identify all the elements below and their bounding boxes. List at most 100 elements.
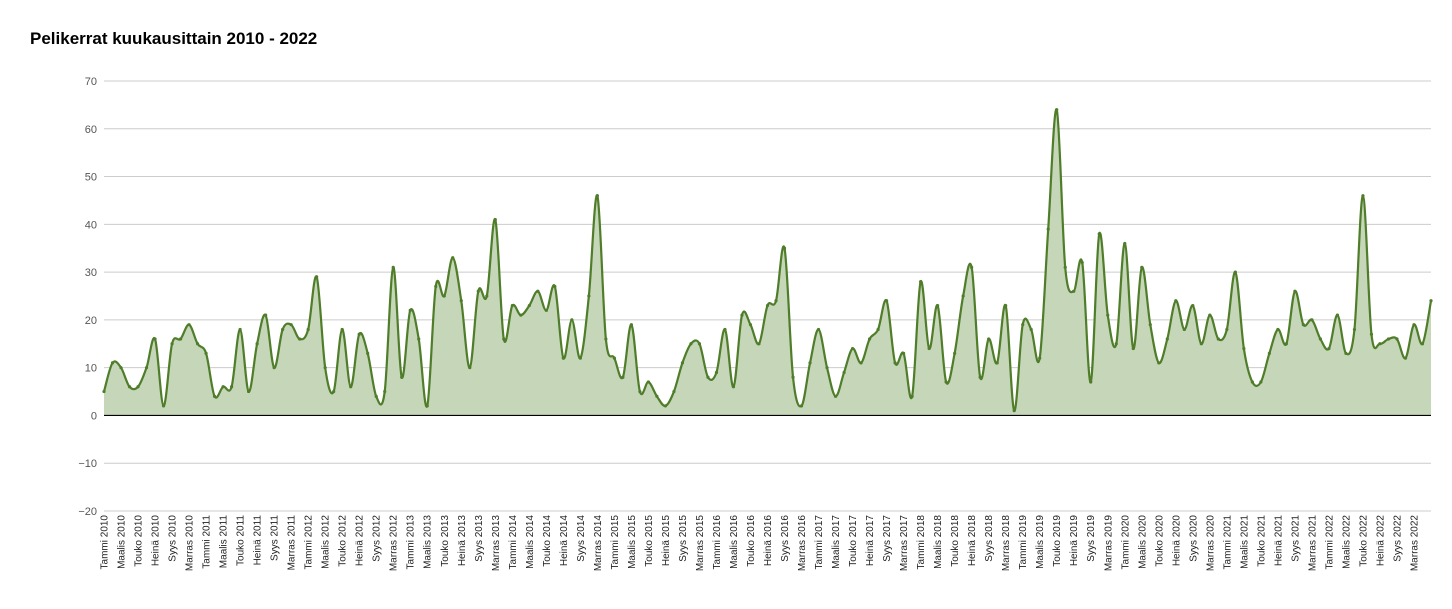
- data-point: [1114, 342, 1118, 346]
- x-tick-label: Marras 2010: [185, 515, 196, 572]
- x-tick-label: Tammi 2016: [712, 515, 723, 570]
- data-point: [629, 323, 633, 327]
- data-point: [1335, 313, 1340, 317]
- data-point: [1386, 337, 1391, 341]
- data-point: [519, 313, 523, 317]
- data-point: [689, 342, 693, 346]
- x-tick-label: Touko 2011: [236, 515, 247, 566]
- data-point: [1080, 260, 1084, 265]
- x-tick-label: Tammi 2019: [1018, 515, 1029, 570]
- data-point: [1165, 337, 1169, 341]
- data-point: [1225, 327, 1229, 332]
- data-point: [782, 246, 787, 250]
- data-point: [425, 404, 429, 408]
- x-tick-label: Syys 2017: [882, 515, 893, 562]
- x-tick-label: Touko 2022: [1358, 515, 1369, 567]
- x-tick-label: Tammi 2012: [304, 515, 315, 570]
- data-point: [723, 327, 727, 332]
- x-tick-label: Touko 2012: [338, 515, 349, 567]
- data-point: [561, 356, 565, 360]
- data-point: [825, 366, 829, 370]
- data-point: [1012, 409, 1016, 413]
- data-point: [306, 327, 310, 332]
- x-tick-label: Maalis 2017: [831, 515, 842, 569]
- chart-title: Pelikerrat kuukausittain 2010 - 2022: [30, 29, 318, 48]
- data-point: [510, 303, 514, 308]
- x-tick-label: Syys 2012: [372, 515, 383, 562]
- data-point: [281, 327, 285, 332]
- x-tick-label: Heinä 2013: [457, 515, 468, 567]
- x-tick-label: Syys 2018: [984, 515, 995, 562]
- data-point: [434, 284, 438, 289]
- data-point: [221, 385, 225, 389]
- data-point: [400, 375, 404, 379]
- x-tick-label: Heinä 2014: [559, 515, 570, 567]
- data-point: [119, 366, 123, 370]
- data-point: [595, 194, 599, 198]
- data-point: [1301, 323, 1306, 327]
- data-point: [970, 265, 974, 269]
- y-tick-label: −10: [78, 458, 97, 470]
- data-point: [680, 361, 685, 365]
- data-point: [459, 299, 463, 303]
- data-point: [1191, 303, 1195, 308]
- x-tick-label: Maalis 2011: [219, 515, 230, 569]
- data-point: [587, 294, 591, 298]
- x-tick-label: Touko 2018: [950, 515, 961, 567]
- y-tick-label: 70: [85, 76, 97, 88]
- data-point: [799, 404, 804, 408]
- x-tick-label: Heinä 2011: [253, 515, 264, 566]
- data-point: [1233, 270, 1237, 274]
- x-tick-label: Maalis 2010: [117, 515, 128, 569]
- x-tick-label: Tammi 2015: [610, 515, 621, 570]
- data-point: [1318, 337, 1323, 341]
- y-tick-label: 40: [85, 219, 97, 231]
- data-point: [697, 342, 702, 346]
- data-point: [1403, 356, 1408, 360]
- data-point: [247, 389, 251, 394]
- data-point: [204, 351, 208, 355]
- y-tick-label: 0: [91, 410, 97, 422]
- data-point: [1208, 313, 1212, 317]
- data-point: [884, 299, 889, 303]
- data-point: [1174, 299, 1178, 303]
- data-point: [102, 389, 106, 394]
- data-point: [1004, 303, 1008, 308]
- data-point: [315, 275, 319, 279]
- data-point: [995, 361, 999, 365]
- x-tick-label: Tammi 2021: [1222, 515, 1233, 570]
- data-point: [1395, 337, 1399, 341]
- data-point: [153, 337, 157, 341]
- x-tick-label: Syys 2011: [270, 515, 281, 561]
- data-point: [791, 375, 795, 379]
- data-point: [740, 313, 744, 317]
- data-point: [919, 280, 923, 284]
- x-tick-label: Touko 2016: [746, 515, 757, 567]
- data-point: [953, 351, 957, 355]
- x-tick-label: Maalis 2016: [729, 515, 740, 569]
- x-tick-label: Heinä 2022: [1375, 515, 1386, 567]
- x-tick-label: Heinä 2016: [763, 515, 774, 567]
- data-point: [1055, 108, 1059, 112]
- y-tick-label: 60: [85, 124, 97, 136]
- y-tick-label: 50: [85, 172, 97, 184]
- data-point: [1412, 323, 1416, 327]
- data-point: [765, 303, 770, 308]
- data-point: [842, 370, 846, 375]
- data-point: [1063, 265, 1067, 269]
- x-tick-label: Syys 2019: [1086, 515, 1097, 562]
- data-point: [357, 332, 361, 336]
- data-point: [1369, 332, 1374, 336]
- x-tick-label: Heinä 2017: [865, 515, 876, 567]
- x-tick-label: Touko 2019: [1052, 515, 1063, 567]
- x-tick-label: Syys 2016: [780, 515, 791, 562]
- data-point: [893, 361, 897, 365]
- data-point: [536, 289, 540, 293]
- data-point: [502, 337, 506, 341]
- data-point: [1216, 337, 1220, 341]
- data-point: [527, 303, 531, 308]
- x-tick-label: Touko 2013: [440, 515, 451, 567]
- x-tick-label: Syys 2021: [1290, 515, 1301, 562]
- data-point: [136, 385, 140, 389]
- data-point: [493, 217, 497, 222]
